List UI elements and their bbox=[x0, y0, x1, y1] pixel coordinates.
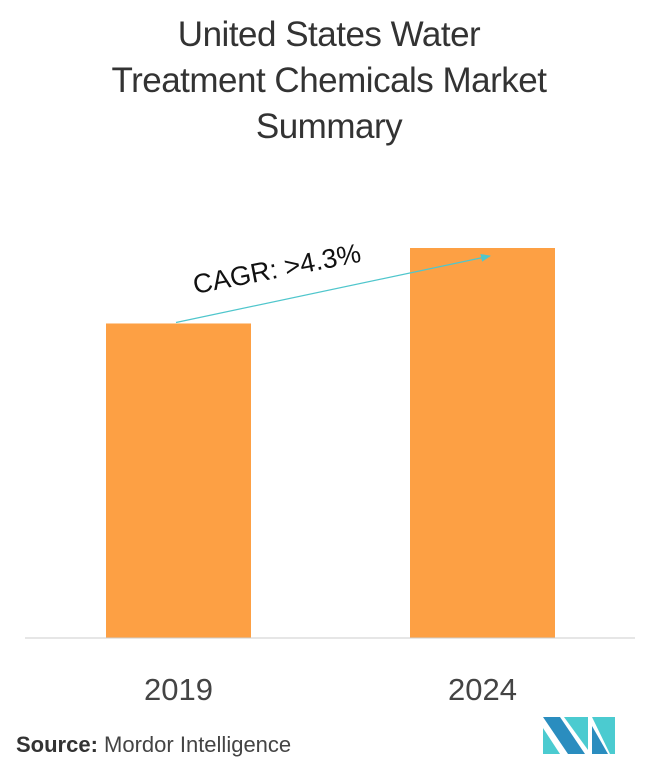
source-label: Source: bbox=[16, 732, 98, 757]
title-line: Summary bbox=[255, 107, 403, 146]
mordor-intelligence-logo bbox=[543, 717, 615, 754]
bar-2019 bbox=[106, 323, 251, 638]
source-note: Source: Mordor Intelligence bbox=[16, 732, 291, 758]
title-line: Treatment Chemicals Market bbox=[111, 61, 548, 100]
title-line: United States Water bbox=[177, 15, 481, 54]
source-value: Mordor Intelligence bbox=[104, 732, 292, 757]
x-tick-label: 2019 bbox=[144, 672, 213, 707]
x-tick-label: 2024 bbox=[448, 672, 517, 707]
bar-2024 bbox=[410, 248, 555, 638]
cagr-arrow bbox=[175, 253, 491, 324]
cagr-annotation: CAGR: >4.3% bbox=[190, 238, 363, 300]
chart-title: United States Water Treatment Chemicals … bbox=[0, 12, 658, 150]
